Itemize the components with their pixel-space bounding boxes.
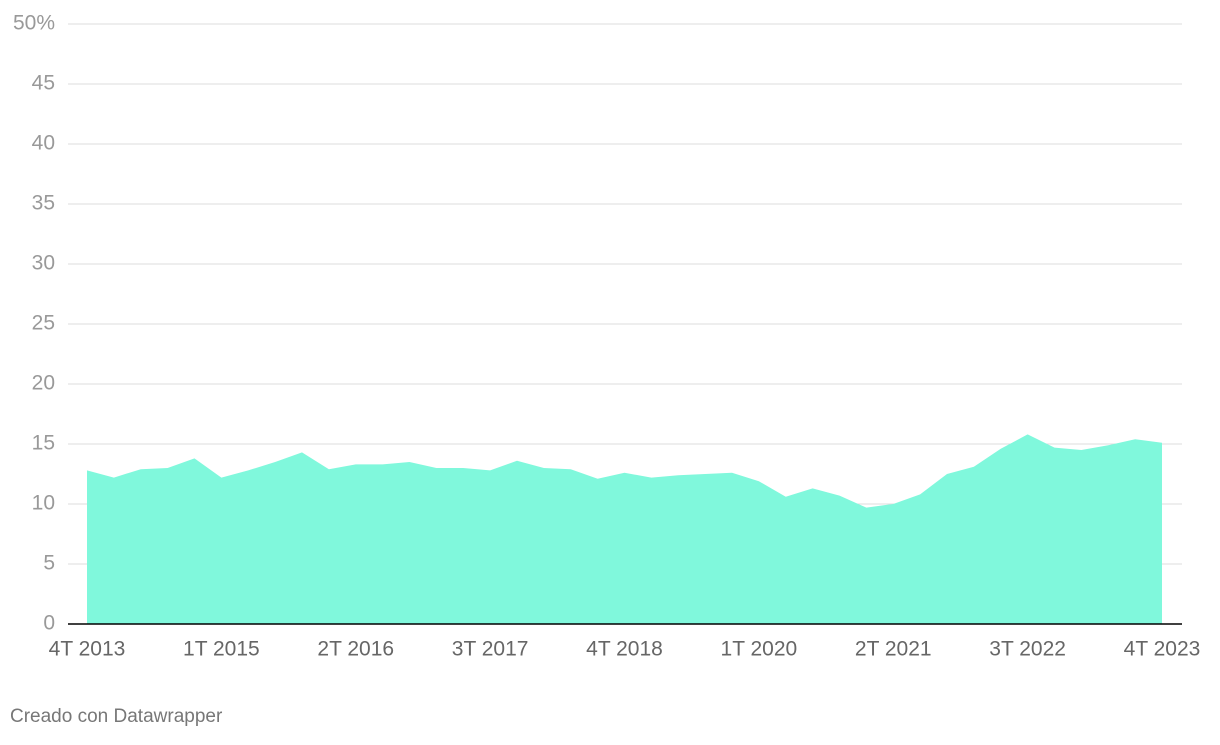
y-tick-label: 40 xyxy=(32,132,55,155)
area xyxy=(87,434,1162,624)
x-tick-label: 1T 2020 xyxy=(721,638,798,661)
y-tick-label: 5 xyxy=(43,552,55,575)
y-tick-label: 10 xyxy=(32,492,55,515)
x-tick-label: 4T 2018 xyxy=(586,638,663,661)
x-tick-label: 3T 2022 xyxy=(989,638,1066,661)
y-tick-label: 30 xyxy=(32,252,55,275)
y-tick-label: 20 xyxy=(32,372,55,395)
x-tick-label: 3T 2017 xyxy=(452,638,529,661)
x-tick-label: 4T 2023 xyxy=(1124,638,1201,661)
y-tick-label: 15 xyxy=(32,432,55,455)
y-tick-label: 45 xyxy=(32,72,55,95)
credit: Creado con Datawrapper xyxy=(10,706,223,727)
y-tick-label: 25 xyxy=(32,312,55,335)
y-tick-label: 0 xyxy=(43,612,55,635)
x-tick-label: 4T 2013 xyxy=(49,638,126,661)
x-tick-label: 2T 2021 xyxy=(855,638,932,661)
x-tick-label: 1T 2015 xyxy=(183,638,260,661)
x-tick-label: 2T 2016 xyxy=(317,638,394,661)
y-tick-label: 35 xyxy=(32,192,55,215)
y-tick-label: 50% xyxy=(13,12,55,35)
